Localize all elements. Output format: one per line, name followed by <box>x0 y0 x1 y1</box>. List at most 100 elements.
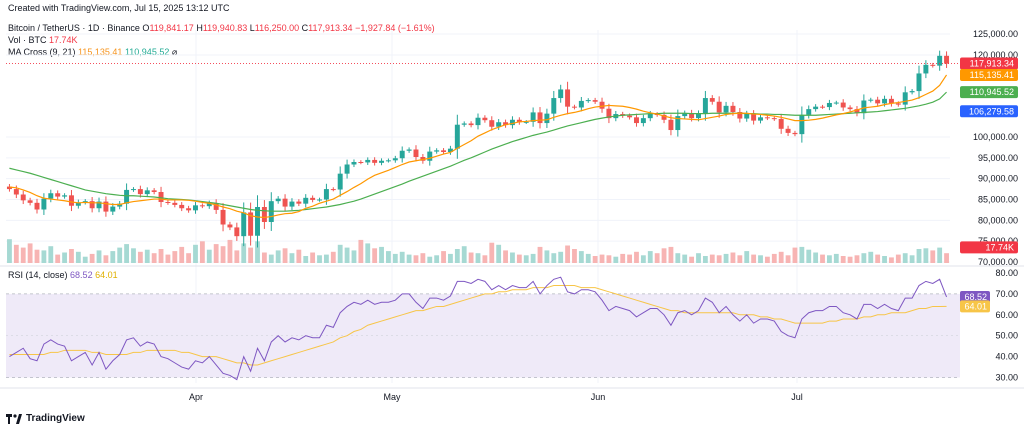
candle-body <box>385 160 391 162</box>
candle-body <box>854 109 860 114</box>
volume-bar <box>778 251 784 263</box>
volume-bar <box>241 243 247 263</box>
candle-body <box>592 100 598 102</box>
candle-body <box>41 198 47 210</box>
candle-body <box>454 124 460 149</box>
volume-bar <box>516 254 522 263</box>
volume-bar <box>895 254 901 263</box>
ma-cross-label[interactable]: MA Cross (9, 21) <box>8 47 76 57</box>
volume-bar <box>448 253 453 263</box>
volume-bar <box>585 253 591 263</box>
candle-body <box>27 200 33 203</box>
candle-body <box>406 149 412 151</box>
candle-body <box>220 209 226 225</box>
candle-body <box>882 98 888 104</box>
price-tick-label: 75,000.00 <box>978 236 1018 246</box>
eye-off-icon[interactable]: ⌀ <box>171 47 178 57</box>
volume-bar <box>751 254 757 263</box>
time-tick-label: Jul <box>791 392 803 402</box>
ma-slow-value: 110,945.52 <box>124 47 170 57</box>
candle-body <box>62 195 68 197</box>
volume-bar <box>199 241 205 263</box>
volume-bar <box>55 254 61 263</box>
volume-bar <box>69 249 74 263</box>
volume-bar <box>427 256 433 263</box>
candle-body <box>496 122 502 127</box>
volume-bar <box>523 255 529 263</box>
volume-bar <box>392 253 398 263</box>
rsi-label[interactable]: RSI (14, close) <box>8 270 68 280</box>
candle-body <box>96 201 102 209</box>
candle-body <box>482 117 488 121</box>
volume-bar <box>186 253 192 263</box>
price-tick-label: 90,000.00 <box>978 174 1018 184</box>
rsi-tick-label: 60.00 <box>995 310 1018 320</box>
candle-body <box>930 64 936 66</box>
rsi-line <box>9 276 948 381</box>
volume-bar <box>620 253 626 263</box>
price-tag <box>960 105 1018 118</box>
volume-bar <box>206 249 212 263</box>
rsi-tick-label: 30.00 <box>995 373 1018 383</box>
open-label: O <box>142 23 150 33</box>
volume-bar <box>654 253 660 263</box>
volume-bar <box>179 246 185 263</box>
volume-value: 17.74K <box>49 35 78 45</box>
candle-body <box>647 114 653 119</box>
volume-bar <box>7 239 12 263</box>
price-tick-label: 100,000.00 <box>973 132 1018 142</box>
candle-body <box>937 55 943 66</box>
volume-bar <box>827 255 832 263</box>
volume-bar <box>689 256 695 263</box>
volume-bar <box>303 256 309 263</box>
volume-bar <box>13 244 19 263</box>
candle-body <box>709 98 715 102</box>
price-tick-label: 125,000.00 <box>973 29 1018 39</box>
candle-body <box>6 186 12 190</box>
volume-bar <box>868 251 874 263</box>
volume-bar <box>468 252 474 263</box>
candle-body <box>296 201 302 204</box>
price-tag-label: 117,913.34 <box>970 59 1014 69</box>
candle-body <box>55 193 61 197</box>
volume-bar <box>20 247 26 263</box>
candle-body <box>627 115 633 118</box>
candle-body <box>289 201 295 207</box>
rsi-tag-label: 68.52 <box>964 292 987 302</box>
candle-body <box>758 117 763 121</box>
candle-body <box>806 109 812 115</box>
price-chart[interactable]: 125,000.00 120,000.00 100,000.00 95,000.00 9… <box>0 0 1024 410</box>
volume-bar <box>572 249 577 263</box>
volume-bar <box>723 253 729 263</box>
symbol-title[interactable]: Bitcoin / TetherUS · 1D · Binance <box>8 23 140 33</box>
price-tick-label: 95,000.00 <box>978 153 1018 163</box>
candle-body <box>241 212 247 237</box>
candle-body <box>682 113 688 117</box>
volume-bar <box>358 239 364 263</box>
candle-body <box>716 101 722 113</box>
volume-bar <box>89 253 95 263</box>
volume-bar <box>640 255 646 263</box>
volume-bar <box>48 246 54 263</box>
rsi-tick-label: 50.00 <box>995 331 1018 341</box>
candle-body <box>461 123 467 125</box>
candle-body <box>351 162 357 165</box>
candle-body <box>778 118 784 129</box>
candle-body <box>193 205 198 211</box>
candle-body <box>792 132 798 135</box>
volume-bar <box>330 251 336 263</box>
volume-bar <box>558 251 564 263</box>
candle-body <box>509 119 515 126</box>
volume-bar <box>530 253 536 263</box>
price-tag-label: 17.74K <box>985 242 1014 252</box>
volume-label[interactable]: Vol · BTC <box>8 35 47 45</box>
candle-body <box>606 108 612 119</box>
rsi-legend: RSI (14, close) 68.52 64.01 <box>8 270 118 280</box>
volume-bar <box>889 257 894 263</box>
volume-bar <box>220 246 226 263</box>
volume-bar <box>634 251 639 263</box>
candle-body <box>186 208 192 211</box>
volume-bar <box>882 256 887 263</box>
volume-legend: Vol · BTC 17.74K <box>8 35 78 45</box>
volume-bar <box>351 250 357 263</box>
